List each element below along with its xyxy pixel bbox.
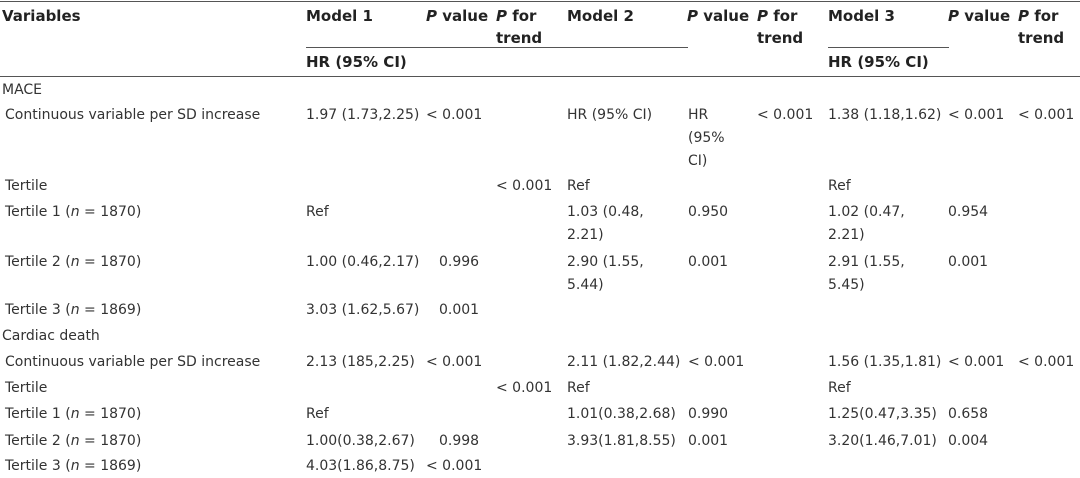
m3-p: < 0.001 [948,354,1005,370]
m1-hr: 1.00(0.38,2.67) [306,433,415,449]
model-1-underline [306,47,688,48]
m2-p: < 0.001 [688,354,745,370]
m1-p: 0.998 [439,433,480,449]
m2-p: HR (95% CI) [688,107,725,169]
m1-p: < 0.001 [426,458,483,474]
header-variables: Variables [2,7,81,25]
m3-p: 0.004 [948,433,989,449]
m2-hr: 1.01(0.38,2.68) [567,406,676,422]
row-label: Tertile 3 (n = 1869) [5,458,142,474]
header-p-for-trend-1: P for trend [496,7,543,47]
row-label: Tertile 3 (n = 1869) [5,302,142,318]
m1-trend: < 0.001 [496,380,553,396]
section-mace: MACE [2,82,43,98]
row-label: Tertile 2 (n = 1870) [5,433,142,449]
m3-hr: 1.25(0.47,3.35) [828,406,937,422]
m2-p: 0.001 [688,254,729,270]
m1-hr: 1.97 (1.73,2.25) [306,107,420,123]
header-p-for-trend-2: P for trend [757,7,804,47]
m3-hr: 2.91 (1.55, 5.45) [828,254,905,293]
header-p-value-1: P value [426,7,489,25]
m2-p: 0.950 [688,204,729,220]
row-label: Tertile 2 (n = 1870) [5,254,142,270]
header-p-value-3: P value [948,7,1011,25]
m3-p: 0.658 [948,406,989,422]
m2-hr: Ref [567,178,590,194]
m1-hr: Ref [306,204,329,220]
row-label: Continuous variable per SD increase [5,354,261,370]
m1-p: 0.996 [439,254,480,270]
m3-hr: 1.38 (1.18,1.62) [828,107,942,123]
m3-hr: 3.20(1.46,7.01) [828,433,937,449]
m2-hr: 1.03 (0.48, 2.21) [567,204,644,243]
m3-trend: < 0.001 [1018,107,1075,123]
model-3-underline [828,47,949,48]
m3-p: 0.954 [948,204,989,220]
m2-hr: HR (95% CI) [567,107,653,123]
row-label: Tertile 1 (n = 1870) [5,204,142,220]
m1-hr: 1.00 (0.46,2.17) [306,254,420,270]
m2-hr: 2.11 (1.82,2.44) [567,354,681,370]
m2-trend: < 0.001 [757,107,814,123]
m1-hr: 3.03 (1.62,5.67) [306,302,420,318]
header-hr-ci-3: HR (95% CI) [828,53,929,71]
m2-hr: 2.90 (1.55, 5.44) [567,254,644,293]
row-label: Continuous variable per SD increase [5,107,261,123]
m1-p: 0.001 [439,302,480,318]
row-label: Tertile [5,178,48,194]
m1-trend: < 0.001 [496,178,553,194]
m1-p: < 0.001 [426,107,483,123]
header-model-3: Model 3 [828,7,895,25]
header-hr-ci-1: HR (95% CI) [306,53,407,71]
table-top-rule [0,1,1080,2]
m1-hr: 2.13 (185,2.25) [306,354,415,370]
m3-hr: Ref [828,178,851,194]
m2-hr: Ref [567,380,590,396]
header-model-1: Model 1 [306,7,373,25]
header-p-for-trend-3: P for trend [1018,7,1065,47]
m3-hr: 1.02 (0.47, 2.21) [828,204,905,243]
m2-p: 0.001 [688,433,729,449]
row-label: Tertile [5,380,48,396]
header-bottom-rule [0,76,1080,77]
m3-hr: 1.56 (1.35,1.81) [828,354,942,370]
header-model-2: Model 2 [567,7,634,25]
header-p-value-2: P value [687,7,750,25]
m1-p: < 0.001 [426,354,483,370]
m1-hr: 4.03(1.86,8.75) [306,458,415,474]
m3-trend: < 0.001 [1018,354,1075,370]
m3-hr: Ref [828,380,851,396]
m2-p: 0.990 [688,406,729,422]
m3-p: < 0.001 [948,107,1005,123]
m2-hr: 3.93(1.81,8.55) [567,433,676,449]
m3-p: 0.001 [948,254,989,270]
row-label: Tertile 1 (n = 1870) [5,406,142,422]
section-cardiac-death: Cardiac death [2,328,100,344]
m1-hr: Ref [306,406,329,422]
